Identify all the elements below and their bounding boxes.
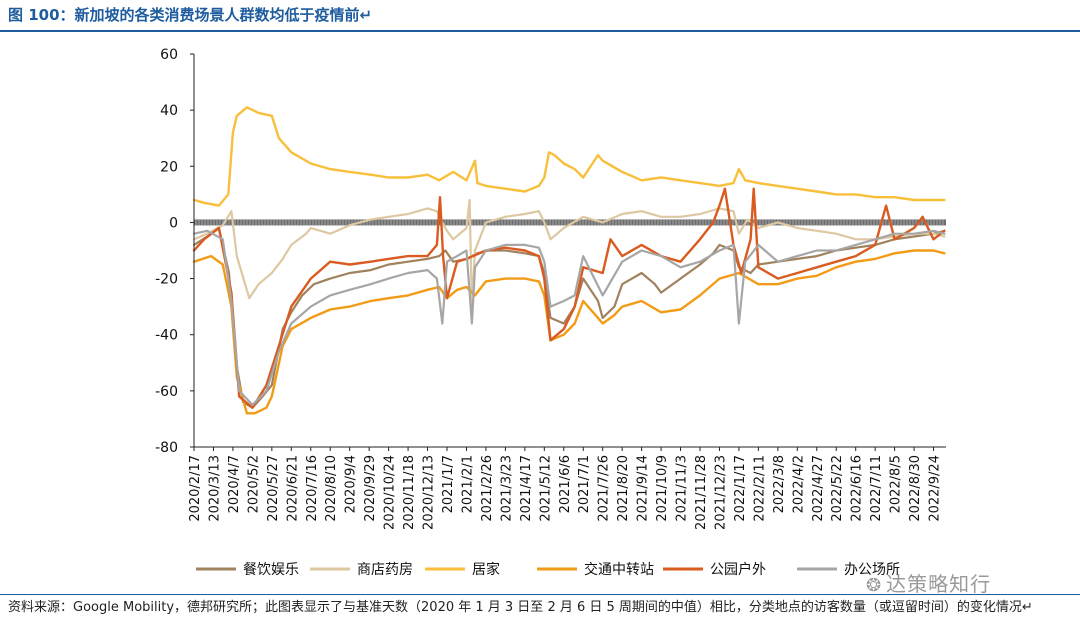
x-tick-label: 2021/4/17 xyxy=(519,455,534,522)
x-tick-label: 2020/6/21 xyxy=(285,455,300,522)
legend-label: 商店药房 xyxy=(357,562,413,578)
x-tick-label: 2021/10/9 xyxy=(655,455,670,522)
legend-label: 公园户外 xyxy=(710,561,766,578)
y-tick-label: -60 xyxy=(155,384,178,400)
series-line-4 xyxy=(192,187,946,409)
x-tick-label: 2021/5/12 xyxy=(538,455,553,522)
series-line-5 xyxy=(192,229,946,406)
x-tick-label: 2022/2/11 xyxy=(752,455,767,522)
legend-label: 居家 xyxy=(472,561,500,578)
y-tick-label: -80 xyxy=(155,440,178,456)
y-tick-label: -20 xyxy=(155,272,178,288)
legend-label: 办公场所 xyxy=(844,562,900,578)
x-tick-label: 2022/7/11 xyxy=(869,455,884,522)
x-tick-label: 2020/11/18 xyxy=(402,455,417,530)
watermark-text: 达策略知行 xyxy=(886,572,992,596)
x-tick-label: 2020/3/13 xyxy=(207,455,222,522)
legend-label: 餐饮娱乐 xyxy=(243,562,299,578)
x-tick-label: 2022/6/16 xyxy=(850,455,865,522)
y-tick-label: 40 xyxy=(160,103,178,119)
x-tick-label: 2022/4/2 xyxy=(791,455,806,513)
title-rule xyxy=(0,30,1080,32)
y-tick-label: 60 xyxy=(160,47,178,63)
x-tick-label: 2020/10/24 xyxy=(383,455,398,530)
footer-rule xyxy=(0,594,1080,595)
x-tick-label: 2021/8/20 xyxy=(616,455,631,522)
legend: 餐饮娱乐 商店药房 居家 交通中转站 公园户外 办公场所 xyxy=(196,561,900,578)
legend-label: 交通中转站 xyxy=(584,561,654,578)
x-tick-label: 2020/5/27 xyxy=(266,455,281,522)
x-tick-label: 2020/9/29 xyxy=(363,455,378,522)
x-tick-label: 2020/4/7 xyxy=(227,455,242,513)
x-tick-label: 2021/12/23 xyxy=(713,455,728,530)
axes xyxy=(190,53,946,448)
x-tick-label: 2021/7/26 xyxy=(597,455,612,522)
x-tick-label: 2022/3/8 xyxy=(772,455,787,513)
source-note: 资料来源：Google Mobility，德邦研究所；此图表显示了与基准天数（2… xyxy=(8,600,1033,615)
series-lines xyxy=(192,106,946,415)
x-axis-ticks: 2020/2/17 2020/3/13 2020/4/7 2020/5/2 2020/5… xyxy=(188,447,943,530)
x-tick-label: 2021/7/1 xyxy=(577,455,592,513)
x-tick-label: 2021/2/26 xyxy=(480,455,495,522)
x-tick-label: 2021/11/3 xyxy=(675,455,690,522)
watermark: ❂ 达策略知行 xyxy=(866,568,991,597)
x-tick-label: 2021/1/7 xyxy=(441,455,456,513)
x-tick-label: 2020/5/2 xyxy=(246,455,261,513)
series-line-3 xyxy=(192,249,946,415)
x-tick-label: 2021/2/1 xyxy=(460,455,475,513)
wechat-icon: ❂ xyxy=(866,575,883,596)
x-tick-label: 2022/9/24 xyxy=(928,455,943,522)
y-tick-label: 0 xyxy=(169,215,178,231)
y-tick-label: -40 xyxy=(155,328,178,344)
x-tick-label: 2020/9/4 xyxy=(344,455,359,513)
zero-line xyxy=(194,219,946,226)
series-line-2 xyxy=(192,106,946,207)
x-tick-label: 2022/1/17 xyxy=(733,455,748,522)
y-tick-label: 20 xyxy=(160,159,178,175)
x-tick-label: 2020/7/16 xyxy=(305,455,320,522)
x-tick-label: 2022/4/27 xyxy=(811,455,826,522)
y-axis-ticks: 60 40 20 0 -20 -40 -60 -80 xyxy=(155,47,178,456)
x-tick-label: 2022/8/30 xyxy=(908,455,923,522)
series-line-1 xyxy=(192,198,946,308)
x-tick-label: 2021/11/28 xyxy=(694,455,709,530)
figure-title: 图 100：新加坡的各类消费场景人群数均低于疫情前↵ xyxy=(8,6,373,24)
x-tick-label: 2022/5/22 xyxy=(830,455,845,522)
x-tick-label: 2020/12/13 xyxy=(422,455,437,530)
x-tick-label: 2021/3/23 xyxy=(499,455,514,522)
x-tick-label: 2021/6/6 xyxy=(558,455,573,513)
x-tick-label: 2020/8/10 xyxy=(324,455,339,522)
x-tick-label: 2021/9/14 xyxy=(636,455,651,522)
x-tick-label: 2022/8/5 xyxy=(889,455,904,513)
x-tick-label: 2020/2/17 xyxy=(188,455,203,522)
